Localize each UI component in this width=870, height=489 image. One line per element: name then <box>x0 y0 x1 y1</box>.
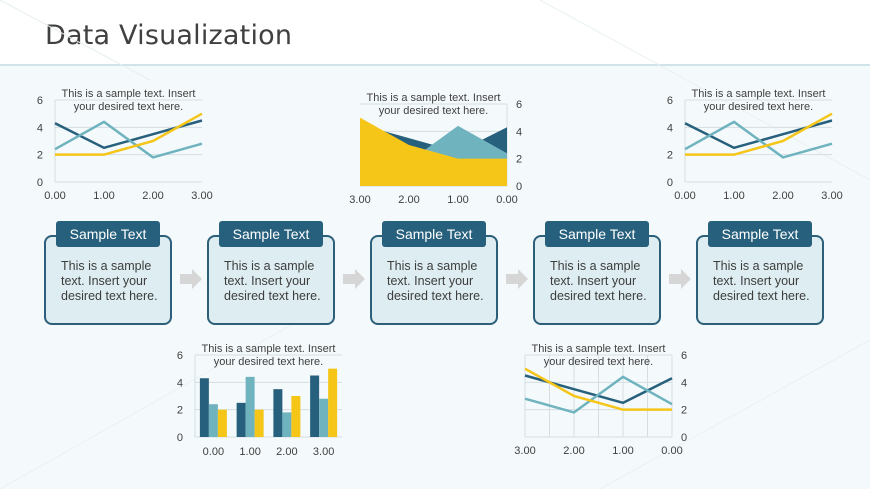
svg-text:6: 6 <box>37 95 43 107</box>
svg-text:This is a sample text. Insert: This is a sample text. Insert <box>692 88 826 100</box>
svg-text:0.00: 0.00 <box>203 446 224 458</box>
svg-text:This is a sample text. Insert: This is a sample text. Insert <box>62 88 196 100</box>
svg-text:0: 0 <box>681 432 687 444</box>
svg-text:0: 0 <box>516 181 522 193</box>
card-body-text: This is a sample text. Insert your desir… <box>387 259 484 303</box>
chart-top-center: 0 2 4 6 3.00 2.00 1.00 0.00 This is a sample tex… <box>340 90 530 210</box>
svg-text:0.00: 0.00 <box>44 190 65 202</box>
svg-text:1.00: 1.00 <box>93 190 114 202</box>
card-header-1: Sample Text <box>56 221 160 247</box>
svg-text:3.00: 3.00 <box>514 445 535 457</box>
process-card-1: This is a sample text. Insert your desir… <box>44 235 172 325</box>
process-card-5: This is a sample text. Insert your desir… <box>696 235 824 325</box>
chart-top-right: 0 2 4 6 0.00 1.00 2.00 3.00 This is a sample tex… <box>660 86 850 206</box>
arrow-right-icon <box>180 269 202 289</box>
arrow-right-icon <box>669 269 691 289</box>
svg-text:2: 2 <box>177 405 183 417</box>
card-header-4: Sample Text <box>545 221 649 247</box>
process-card-2: This is a sample text. Insert your desir… <box>207 235 335 325</box>
svg-text:2: 2 <box>516 154 522 166</box>
card-header-5: Sample Text <box>708 221 812 247</box>
card-body-text: This is a sample text. Insert your desir… <box>61 259 158 303</box>
svg-text:0: 0 <box>177 432 183 444</box>
process-card-4: This is a sample text. Insert your desir… <box>533 235 661 325</box>
svg-text:2: 2 <box>681 405 687 417</box>
card-body-text: This is a sample text. Insert your desir… <box>224 259 321 303</box>
svg-text:your desired text here.: your desired text here. <box>214 356 323 368</box>
card-body-text: This is a sample text. Insert your desir… <box>713 259 810 303</box>
svg-text:This is a sample text. Insert: This is a sample text. Insert <box>532 343 666 355</box>
svg-text:3.00: 3.00 <box>191 190 212 202</box>
svg-text:your desired text here.: your desired text here. <box>544 356 653 368</box>
svg-text:2.00: 2.00 <box>276 446 297 458</box>
svg-text:2: 2 <box>37 150 43 162</box>
svg-text:6: 6 <box>516 99 522 111</box>
svg-text:6: 6 <box>667 95 673 107</box>
svg-text:3.00: 3.00 <box>313 446 334 458</box>
svg-text:6: 6 <box>177 350 183 362</box>
svg-text:This is a sample text. Insert: This is a sample text. Insert <box>367 92 501 104</box>
chart-bottom-left: 0 2 4 6 0.00 1.00 2.00 3.00 This is a sample tex… <box>170 341 360 461</box>
svg-text:0: 0 <box>667 177 673 189</box>
svg-text:3.00: 3.00 <box>349 194 370 206</box>
svg-text:1.00: 1.00 <box>447 194 468 206</box>
svg-text:4: 4 <box>516 126 522 138</box>
svg-text:your desired text here.: your desired text here. <box>379 105 488 117</box>
chart-bottom-right: 0 2 4 6 3.00 2.00 1.00 0.00 This is a sample tex… <box>505 341 695 461</box>
arrow-right-icon <box>343 269 365 289</box>
svg-text:your desired text here.: your desired text here. <box>74 101 183 113</box>
svg-text:6: 6 <box>681 350 687 362</box>
svg-text:2.00: 2.00 <box>398 194 419 206</box>
svg-text:4: 4 <box>177 377 183 389</box>
svg-text:1.00: 1.00 <box>723 190 744 202</box>
svg-text:2.00: 2.00 <box>772 190 793 202</box>
svg-text:1.00: 1.00 <box>239 446 260 458</box>
svg-text:4: 4 <box>667 122 673 134</box>
arrow-right-icon <box>506 269 528 289</box>
card-body-text: This is a sample text. Insert your desir… <box>550 259 647 303</box>
svg-text:3.00: 3.00 <box>821 190 842 202</box>
svg-text:0.00: 0.00 <box>496 194 517 206</box>
svg-text:4: 4 <box>37 122 43 134</box>
svg-text:0: 0 <box>37 177 43 189</box>
svg-text:This is a sample text. Insert: This is a sample text. Insert <box>202 343 336 355</box>
card-header-3: Sample Text <box>382 221 486 247</box>
svg-text:1.00: 1.00 <box>612 445 633 457</box>
slide-title: Data Visualization <box>45 20 293 51</box>
svg-text:2.00: 2.00 <box>142 190 163 202</box>
svg-text:2.00: 2.00 <box>563 445 584 457</box>
card-header-2: Sample Text <box>219 221 323 247</box>
chart-top-left: 0 2 4 6 0.00 1.00 2.00 3.00 This is a sample tex… <box>30 86 220 206</box>
svg-text:4: 4 <box>681 377 687 389</box>
svg-text:0.00: 0.00 <box>661 445 682 457</box>
svg-text:2: 2 <box>667 150 673 162</box>
svg-text:0.00: 0.00 <box>674 190 695 202</box>
process-card-3: This is a sample text. Insert your desir… <box>370 235 498 325</box>
svg-text:your desired text here.: your desired text here. <box>704 101 813 113</box>
